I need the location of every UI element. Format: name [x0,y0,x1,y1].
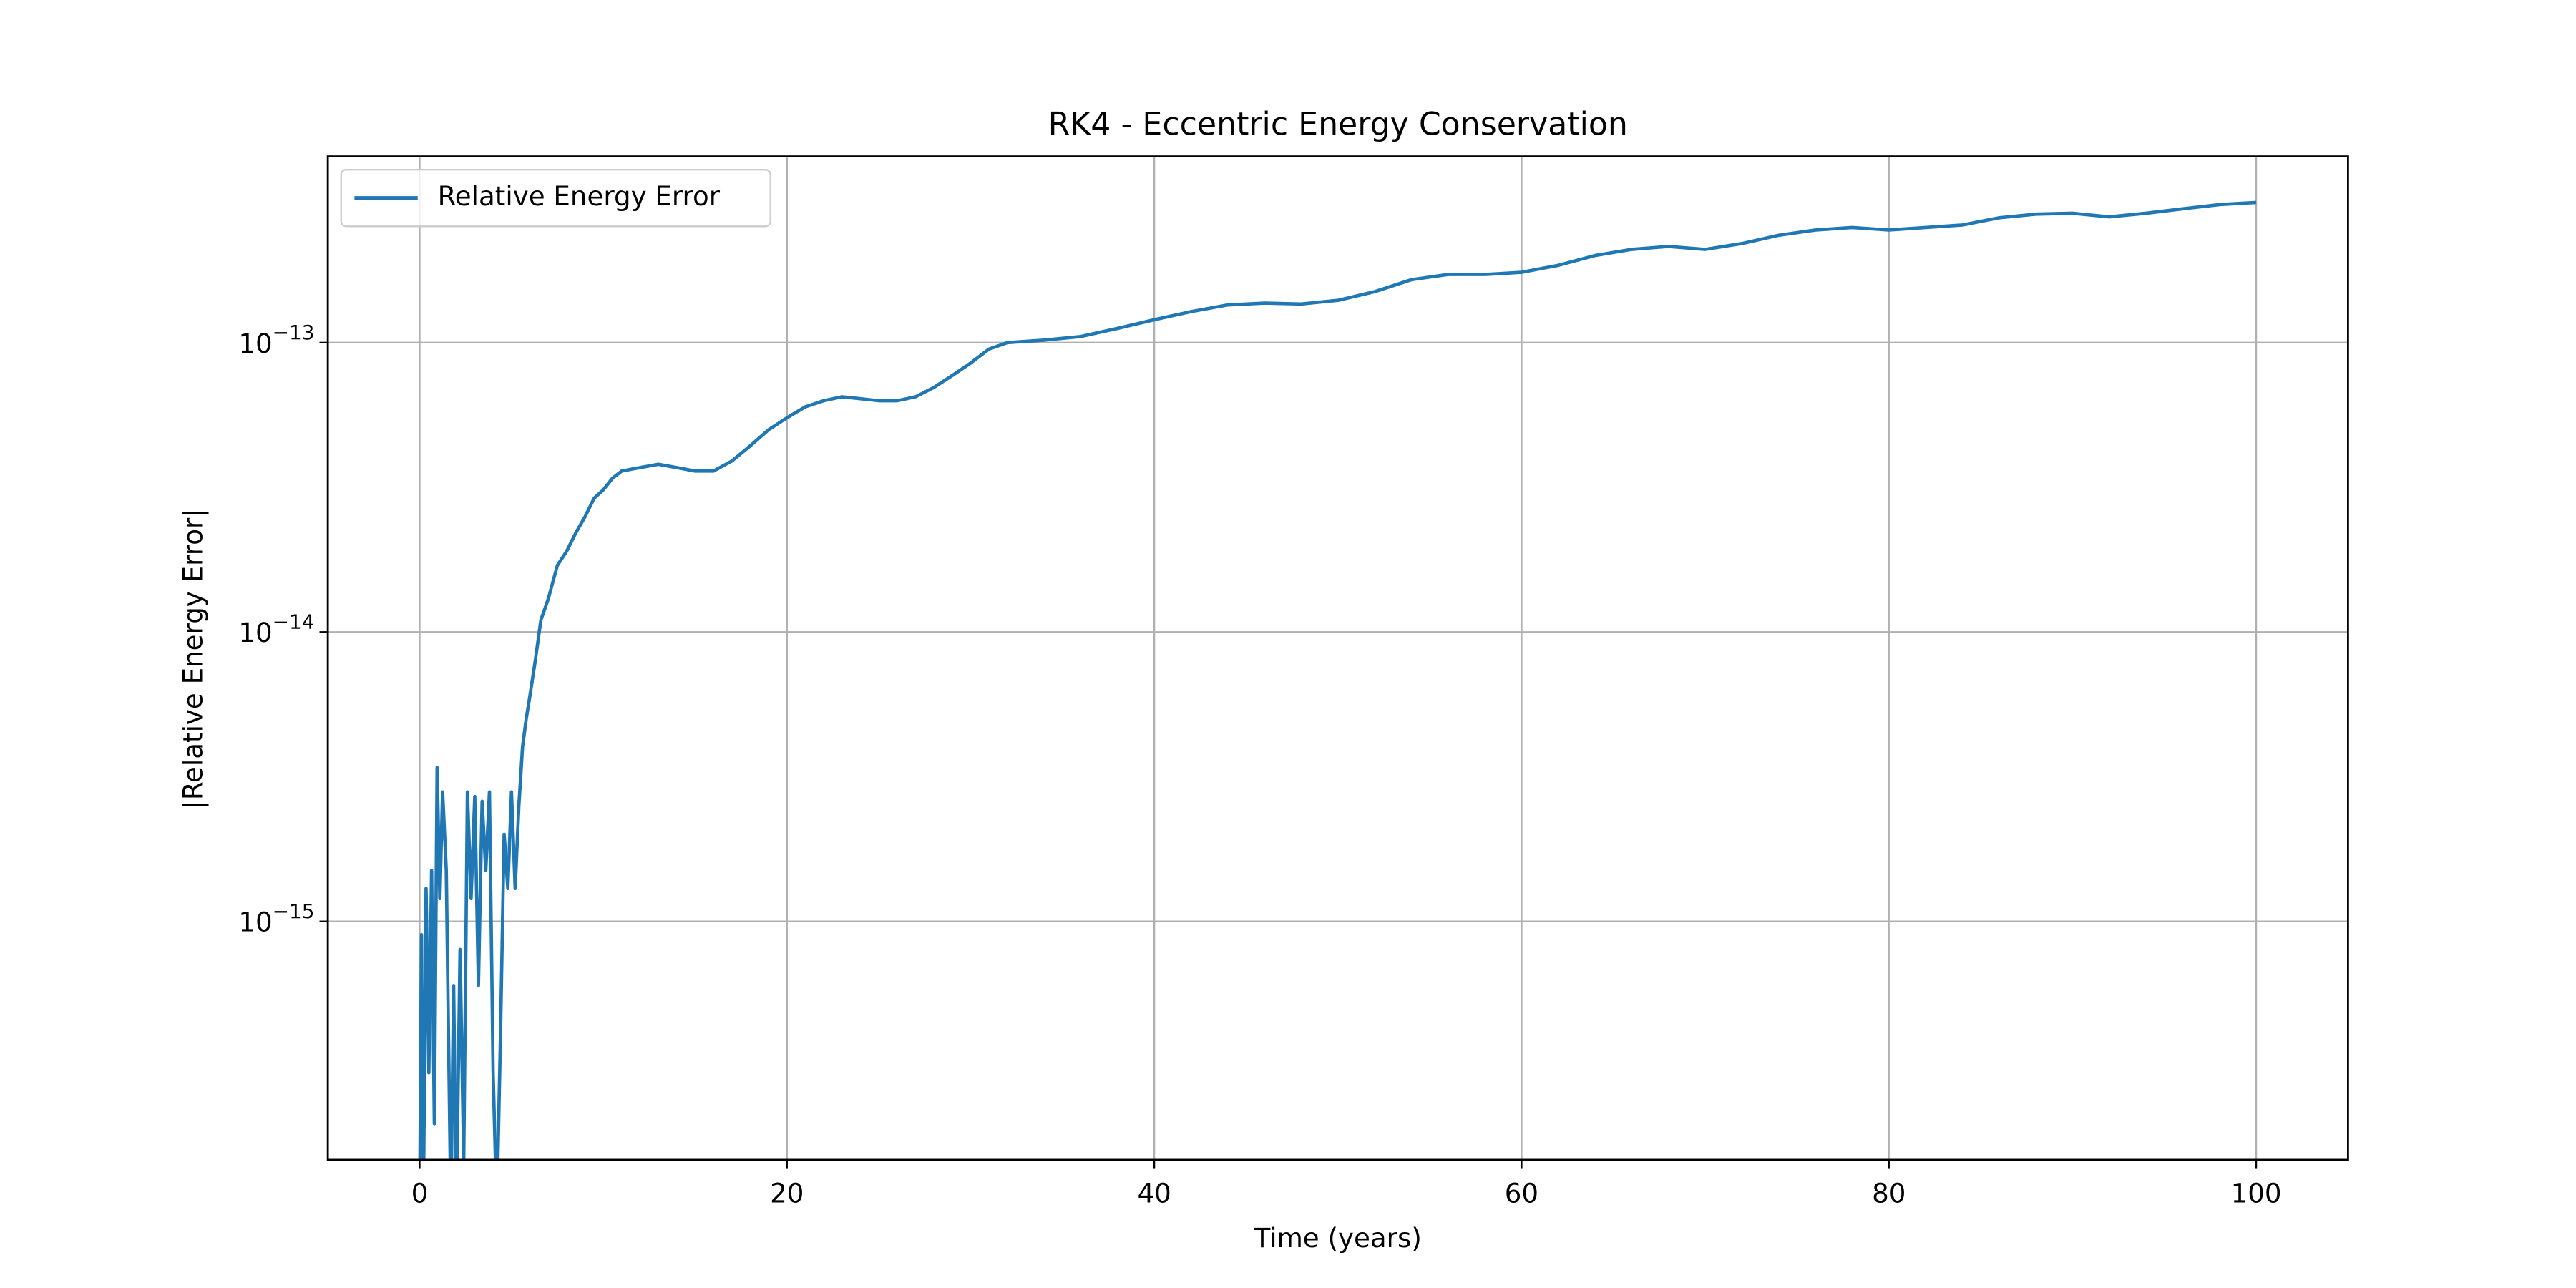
legend-label: Relative Energy Error [438,180,721,212]
x-tick-label: 60 [1505,1177,1538,1209]
plot-area [418,200,2257,1160]
data-line [418,200,2257,1160]
x-tick-label: 0 [411,1177,429,1209]
y-tick-label: 10−15 [238,899,314,938]
y-tick-label: 10−13 [238,321,314,359]
x-axis-label: Time (years) [1254,1222,1422,1254]
grid [328,156,2348,1160]
x-tick-label: 100 [2231,1177,2282,1209]
x-tick-label: 80 [1872,1177,1906,1209]
chart-title: RK4 - Eccentric Energy Conservation [1048,107,1628,143]
legend: Relative Energy Error [340,169,771,228]
axes-frame [326,155,2349,1161]
legend-box [340,169,771,228]
x-tick-label: 40 [1137,1177,1171,1209]
x-tick-label: 20 [770,1177,804,1209]
y-tick-label: 10−14 [238,610,314,649]
y-axis-label: |Relative Energy Error| [177,509,210,809]
ticks: 0 20 40 60 80 100 10−15 10−14 10−13 [238,321,2281,1209]
